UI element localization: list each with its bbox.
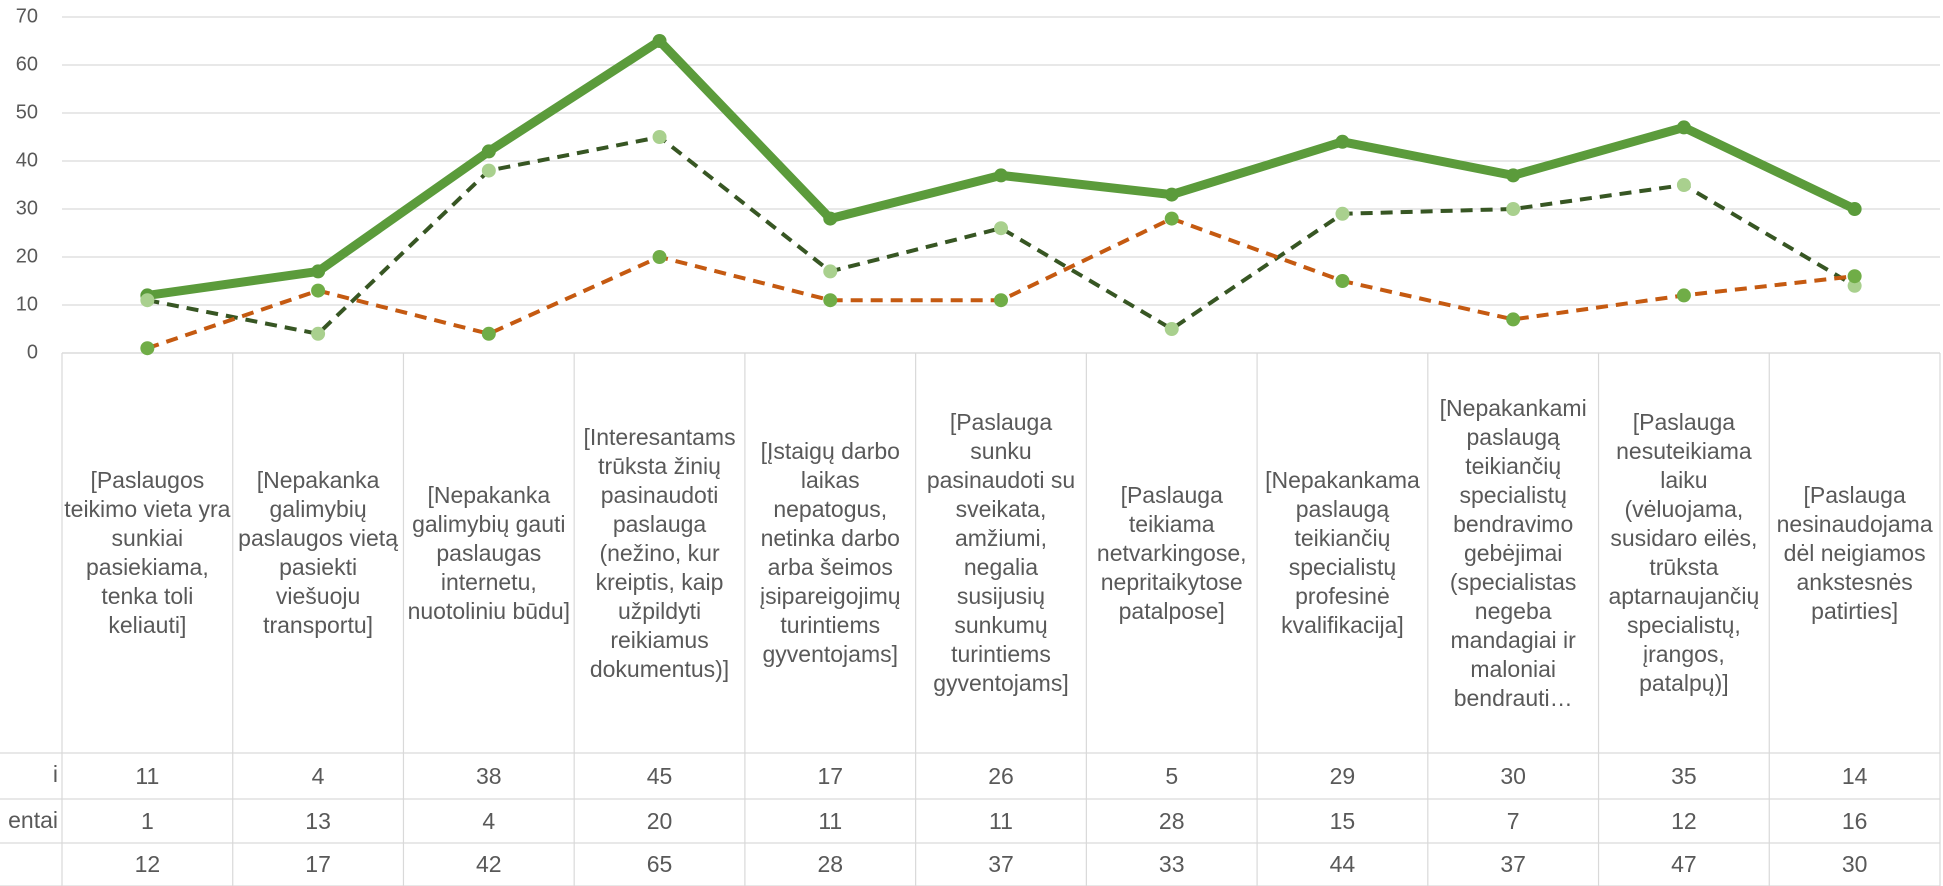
y-tick-label: 20 <box>16 245 38 267</box>
marker <box>994 293 1008 308</box>
marker <box>823 211 838 226</box>
marker <box>652 34 667 48</box>
marker <box>311 264 326 279</box>
category-label: [Nepakanka galimybių paslaugos vietą pas… <box>238 467 398 638</box>
table-value: 37 <box>988 851 1014 877</box>
marker <box>1676 178 1691 192</box>
marker <box>311 283 326 298</box>
table-value: 65 <box>646 851 673 877</box>
marker <box>1847 278 1862 293</box>
table-value: 17 <box>305 851 331 877</box>
marker <box>481 163 496 178</box>
marker <box>994 168 1008 183</box>
marker <box>481 326 496 341</box>
table-value: 17 <box>817 762 844 789</box>
marker <box>1506 168 1521 183</box>
marker <box>481 144 496 159</box>
marker <box>1506 202 1521 216</box>
category-label: [Nepakankama paslaugą teikiančių special… <box>1265 467 1420 638</box>
y-tick-label: 0 <box>27 341 38 363</box>
marker <box>140 293 155 308</box>
table-value: 16 <box>1841 807 1868 834</box>
category-label: [Nepakankami paslaugą teikiančių special… <box>1439 394 1587 711</box>
category-label: [Paslauga nesuteikiama laiku (vėluojama,… <box>1608 409 1760 696</box>
marker <box>1506 312 1521 327</box>
table-value: 4 <box>311 762 325 789</box>
marker <box>1676 120 1691 135</box>
table-value: 1 <box>140 807 154 834</box>
table-value: 45 <box>646 762 673 789</box>
marker <box>652 130 667 144</box>
series-line <box>146 135 1856 336</box>
table-value: 33 <box>1158 851 1185 877</box>
marker <box>1335 274 1350 288</box>
table-value: 20 <box>646 807 673 834</box>
table-value: 35 <box>1671 762 1697 789</box>
table-value: 12 <box>1671 807 1697 834</box>
y-tick-label: 40 <box>16 149 38 171</box>
series-line <box>146 216 1855 351</box>
table-value: 28 <box>817 851 844 877</box>
table-value: 14 <box>1841 762 1868 789</box>
y-tick-label: 60 <box>16 53 38 75</box>
table-value: 38 <box>476 762 502 789</box>
table-value: 42 <box>476 851 502 877</box>
table-value: 7 <box>1506 807 1520 834</box>
marker <box>823 264 838 279</box>
table-value: 15 <box>1329 807 1356 834</box>
category-label: [Interesantams trūksta žinių pasinaudoti… <box>583 423 736 682</box>
category-label: [Paslauga teikiama netvarkingose, neprit… <box>1096 481 1247 624</box>
table-value: 30 <box>1500 762 1526 789</box>
table-value: 47 <box>1671 851 1697 877</box>
marker <box>311 326 326 341</box>
marker <box>1164 187 1179 202</box>
table-value: 4 <box>482 807 496 834</box>
y-tick-label: 30 <box>16 197 38 219</box>
y-tick-label: 70 <box>16 5 38 27</box>
category-label: [Nepakanka galimybių gauti paslaugas int… <box>407 481 571 624</box>
table-value: 44 <box>1329 851 1356 877</box>
table-value: 11 <box>135 762 160 789</box>
marker <box>994 221 1008 236</box>
marker <box>1335 134 1350 149</box>
marker <box>1847 269 1862 284</box>
marker <box>1164 322 1179 336</box>
table-value: 28 <box>1158 807 1185 834</box>
category-label: [Paslaugos teikimo vieta yra sunkiai pas… <box>64 467 231 638</box>
table-value: 12 <box>134 851 161 877</box>
table-value: 30 <box>1841 851 1868 877</box>
category-label: [Įstaigų darbo laikas nepatogus, netinka… <box>759 438 901 667</box>
table-value: 11 <box>818 807 843 834</box>
marker <box>1164 211 1179 226</box>
table-value: 5 <box>1165 762 1179 789</box>
marker <box>140 341 155 356</box>
marker <box>652 250 667 264</box>
series-name: entai <box>8 807 58 833</box>
table-value: 26 <box>988 762 1014 789</box>
table-value: 13 <box>305 807 331 834</box>
y-tick-label: 50 <box>16 101 38 123</box>
marker <box>823 293 838 308</box>
category-label: [Paslauga sunku pasinaudoti su sveikata,… <box>926 409 1076 696</box>
table-value: 11 <box>989 807 1013 834</box>
category-label: [Paslauga nesinaudojama dėl neigiamos an… <box>1776 481 1933 624</box>
table-value: 37 <box>1500 851 1526 877</box>
marker <box>1847 202 1862 216</box>
marker <box>1335 206 1350 221</box>
series-name: i <box>52 761 58 787</box>
table-value: 29 <box>1329 762 1356 789</box>
y-tick-label: 10 <box>16 293 38 315</box>
marker <box>1676 288 1691 303</box>
